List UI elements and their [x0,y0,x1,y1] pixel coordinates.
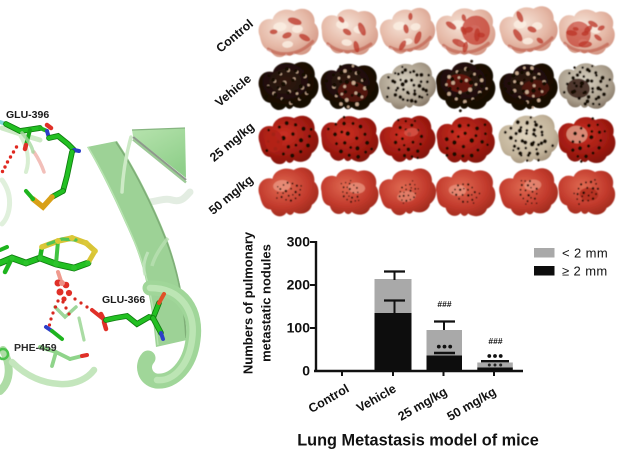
svg-text:≥ 2 mm: ≥ 2 mm [562,264,608,279]
svg-text:200: 200 [287,277,311,293]
svg-text:25 mg/kg: 25 mg/kg [396,384,450,423]
svg-text:GLU-366: GLU-366 [102,294,145,306]
svg-text:25 mg/kg: 25 mg/kg [207,120,257,165]
svg-text:100: 100 [287,320,311,336]
svg-text:Control: Control [213,17,255,56]
svg-text:Control: Control [306,381,351,415]
svg-text:Vehicle: Vehicle [212,71,254,109]
svg-text:Numbers of pulmonary: Numbers of pulmonary [241,231,256,374]
svg-text:PHE-459: PHE-459 [14,342,57,354]
svg-text:0: 0 [302,363,310,379]
svg-text:Lung Metastasis model of mice: Lung Metastasis model of mice [297,432,539,450]
svg-text:50 mg/kg: 50 mg/kg [445,384,499,423]
svg-text:50 mg/kg: 50 mg/kg [206,173,256,218]
svg-text:300: 300 [287,234,311,250]
svg-text:###: ### [437,299,451,309]
svg-text:< 2 mm: < 2 mm [562,246,608,261]
svg-text:metastatic nodules: metastatic nodules [259,244,274,362]
svg-text:###: ### [488,336,502,346]
svg-text:GLU-396: GLU-396 [6,109,49,121]
svg-text:Vehicle: Vehicle [354,381,398,415]
